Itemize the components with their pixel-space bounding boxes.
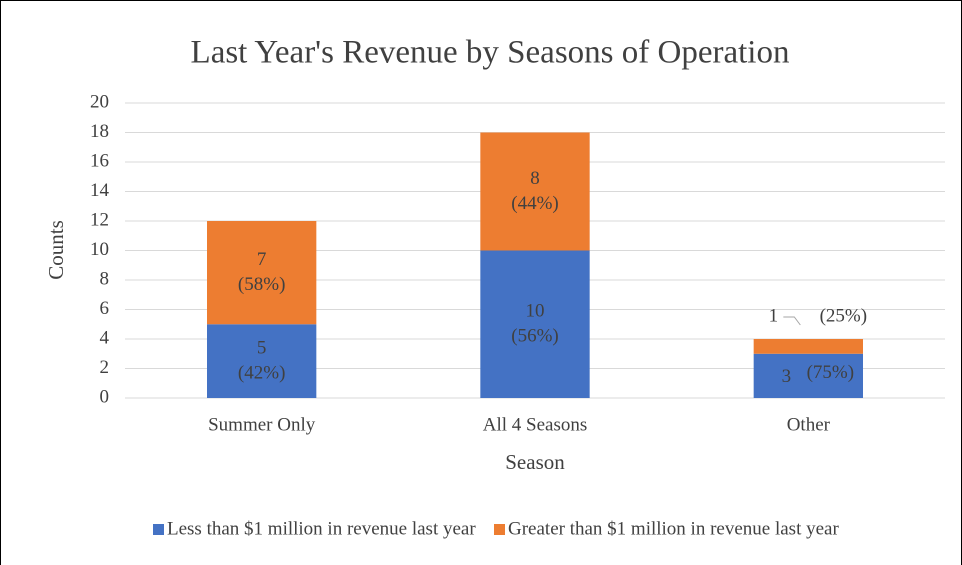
x-tick-label: All 4 Seasons [483, 414, 588, 435]
bar-segment [207, 324, 317, 398]
data-label: 5 [257, 337, 267, 358]
bar-segment [207, 221, 317, 325]
data-label: (56%) [511, 326, 558, 347]
data-label: (42%) [238, 362, 285, 383]
y-tick-label: 2 [100, 357, 110, 378]
y-tick-label: 18 [90, 121, 109, 142]
x-axis-title: Season [505, 450, 565, 474]
data-label: (44%) [511, 193, 558, 214]
data-label: 8 [530, 168, 540, 189]
legend-label: Greater than $1 million in revenue last … [508, 518, 839, 539]
bar-segment [753, 339, 863, 354]
data-label: 1 [769, 305, 779, 326]
bar-segment [480, 250, 590, 398]
y-tick-label: 16 [90, 150, 109, 171]
data-label: 7 [257, 249, 267, 270]
data-label: (25%) [820, 305, 867, 326]
leader-line [783, 316, 801, 326]
legend-swatch [153, 524, 164, 535]
x-tick-label: Other [787, 414, 831, 435]
y-tick-label: 6 [100, 298, 110, 319]
data-label: 10 [526, 301, 545, 322]
bar-segment [480, 132, 590, 251]
legend-swatch [494, 524, 505, 535]
chart-title: Last Year's Revenue by Seasons of Operat… [191, 35, 790, 71]
y-tick-label: 4 [100, 327, 110, 348]
y-tick-label: 0 [100, 386, 110, 407]
data-label: 3 [782, 366, 792, 387]
data-label: (58%) [238, 274, 285, 295]
y-axis-title: Counts [44, 220, 68, 280]
bar-segment [753, 353, 863, 398]
y-tick-label: 14 [90, 180, 110, 201]
y-tick-label: 20 [90, 91, 109, 112]
y-tick-label: 8 [100, 268, 110, 289]
x-tick-label: Summer Only [208, 414, 316, 435]
legend-label: Less than $1 million in revenue last yea… [167, 518, 476, 539]
data-label: (75%) [807, 362, 854, 383]
y-tick-label: 10 [90, 239, 109, 260]
y-tick-label: 12 [90, 209, 109, 230]
